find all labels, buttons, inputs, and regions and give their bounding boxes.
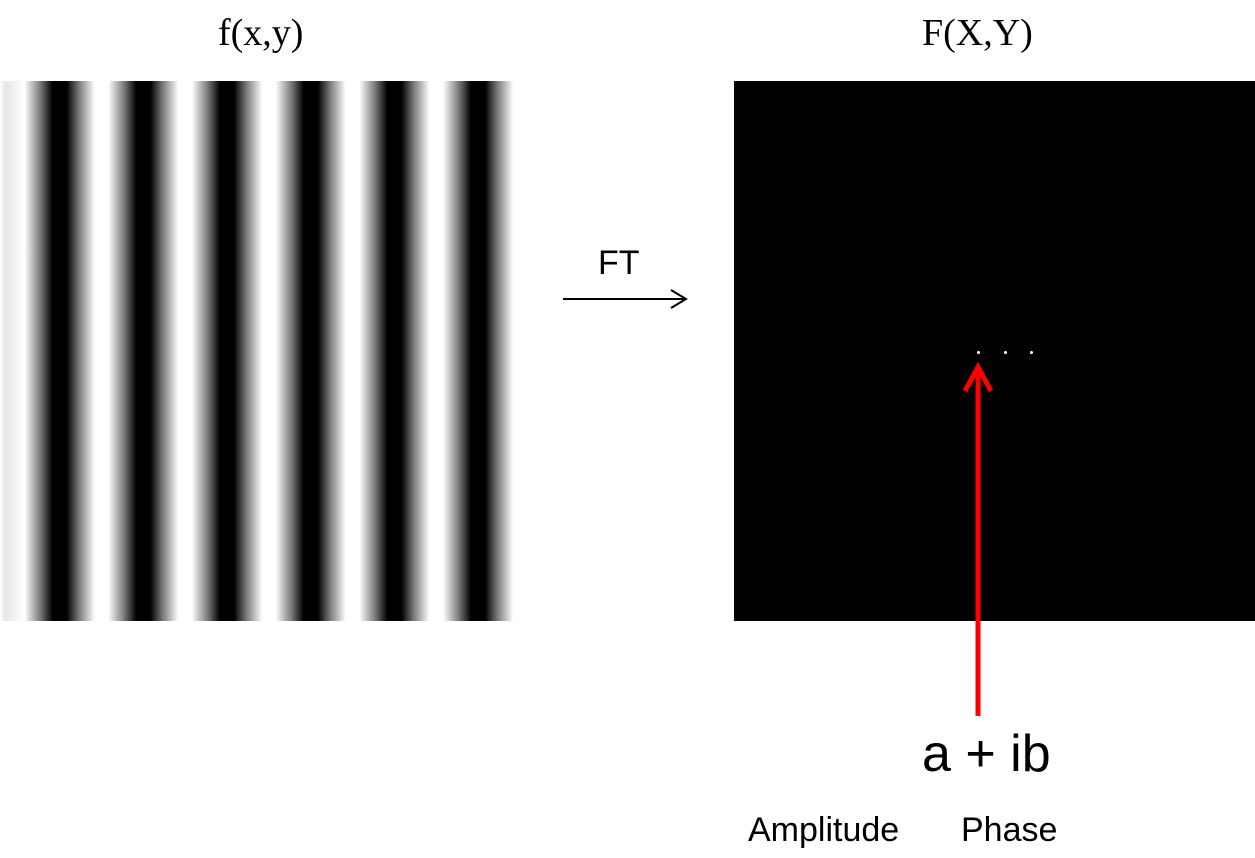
ft-arrow-head bbox=[670, 289, 688, 309]
ft-arrow bbox=[563, 289, 688, 309]
spectrum-image bbox=[734, 81, 1255, 621]
grating-image bbox=[0, 81, 544, 621]
complex-value-label: a + ib bbox=[922, 725, 1051, 783]
amplitude-label: Amplitude bbox=[748, 811, 900, 849]
spectrum-dot-right bbox=[1030, 351, 1033, 354]
spectrum-dot-left bbox=[977, 351, 980, 354]
phase-label: Phase bbox=[961, 811, 1058, 849]
left-title: f(x,y) bbox=[218, 12, 304, 54]
spectrum-dot-center bbox=[1004, 351, 1007, 354]
pointer-head bbox=[962, 361, 994, 393]
right-title: F(X,Y) bbox=[922, 12, 1033, 54]
ft-label: FT bbox=[598, 244, 640, 282]
red-pointer-arrow bbox=[962, 361, 994, 716]
